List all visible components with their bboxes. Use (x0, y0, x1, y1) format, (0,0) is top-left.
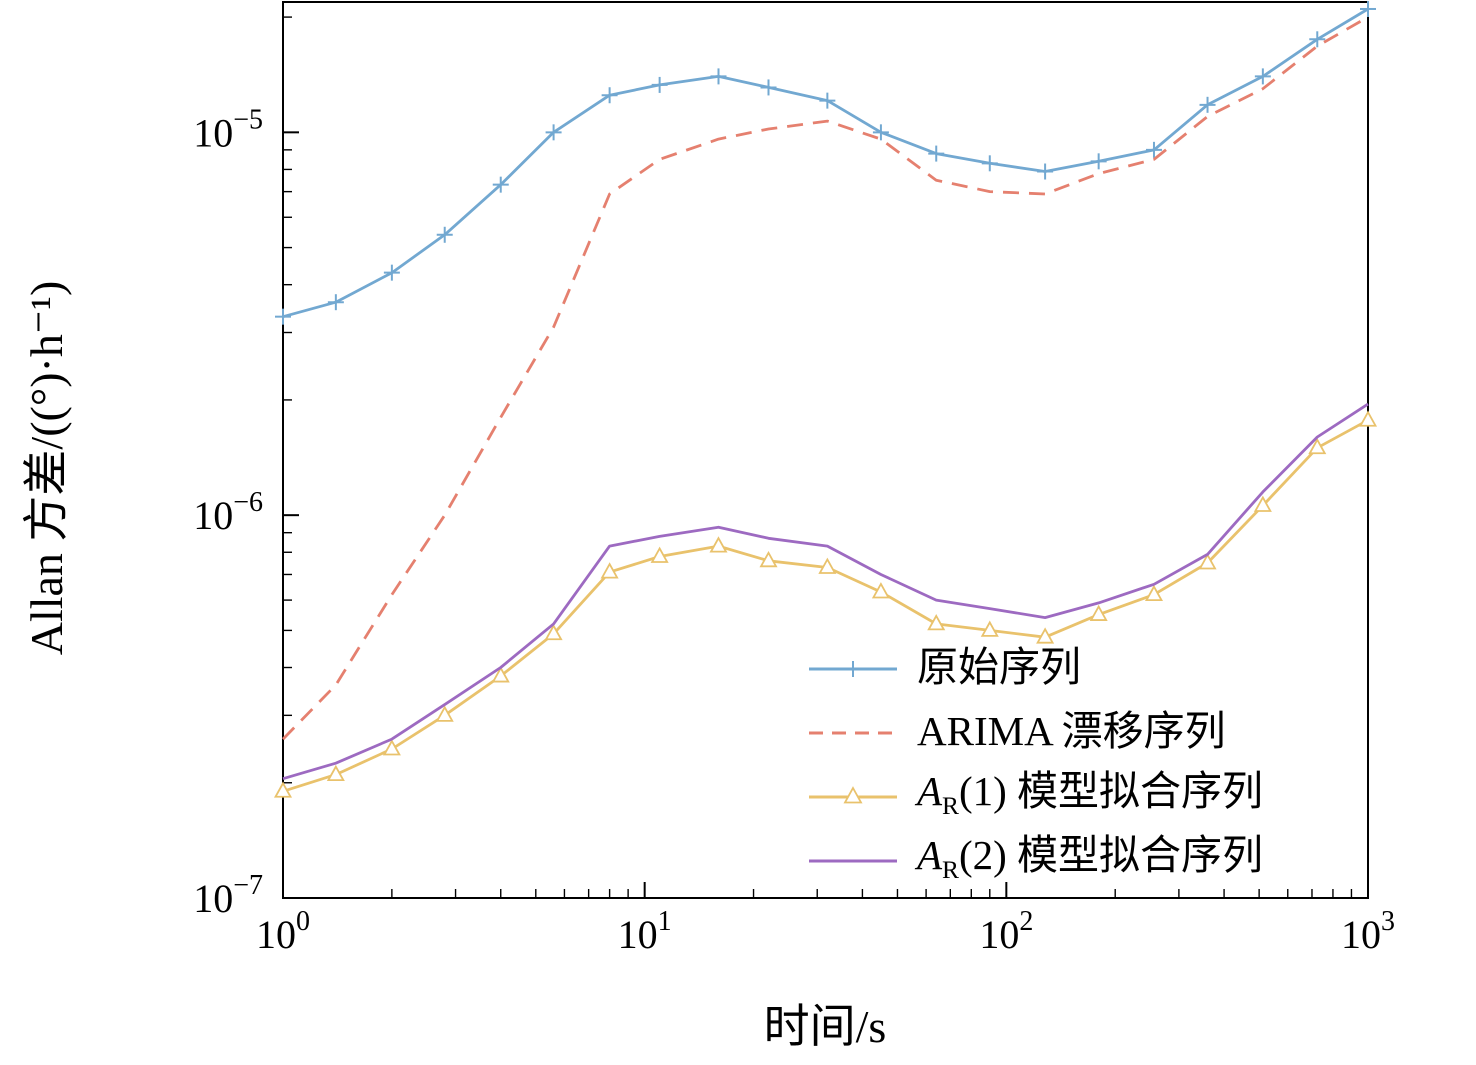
legend-swatch (809, 786, 897, 804)
legend-item-3: AR(2) 模型拟合序列 (805, 830, 1263, 888)
series-2-marker (1358, 410, 1378, 427)
series-2-marker (1253, 495, 1272, 512)
series-2-marker (759, 550, 778, 568)
series-2-marker (927, 614, 946, 631)
legend-item-2: AR(1) 模型拟合序列 (805, 766, 1263, 824)
series-0-line (282, 7, 1369, 319)
series-2-marker (650, 546, 669, 563)
series-2-marker (1144, 584, 1164, 602)
x-axis-label: 时间/s (764, 1001, 887, 1052)
series-2-marker (491, 666, 510, 683)
series-2-marker (600, 562, 619, 579)
series-2-marker (382, 739, 401, 756)
series-2-marker (1198, 553, 1217, 570)
legend-swatch (809, 859, 897, 863)
series-2-marker (980, 620, 999, 637)
y-tick-label: 10−5 (193, 104, 263, 155)
legend-swatch (809, 731, 897, 735)
x-tick-label: 102 (979, 906, 1033, 957)
legend-item-1: ARIMA 漂移序列 (805, 702, 1263, 760)
y-axis-label: Allan 方差/((°)·h⁻¹) (21, 281, 72, 656)
series-2-marker (818, 557, 837, 574)
series-2-marker (1089, 604, 1108, 621)
legend-label: AR(1) 模型拟合序列 (917, 767, 1264, 820)
series-2-marker (326, 764, 345, 782)
series-2-marker (1036, 627, 1055, 644)
series-2-marker (435, 705, 454, 722)
series-2-marker (544, 623, 563, 641)
plot-frame (282, 1, 1369, 899)
y-tick-label: 10−7 (193, 870, 263, 921)
series-group (273, 0, 1378, 798)
series-2-marker (1308, 437, 1327, 455)
legend-label: AR(2) 模型拟合序列 (917, 831, 1264, 884)
x-tick-label: 100 (256, 906, 310, 957)
y-tick-label: 10−6 (193, 487, 263, 538)
x-tick-label: 103 (1341, 906, 1395, 957)
legend-label: 原始序列 (917, 643, 1081, 690)
series-2-marker (709, 536, 728, 553)
series-1-line (281, 15, 1369, 741)
axis-ticks: 100 101 102 103 10−7 10−6 10−5 (193, 1, 1395, 957)
legend-label: ARIMA 漂移序列 (917, 707, 1226, 754)
legend-swatch (809, 661, 897, 677)
series-3-line (282, 402, 1369, 781)
legend-item-0: 原始序列 (805, 638, 1263, 696)
x-tick-label: 101 (618, 906, 672, 957)
series-2-marker (871, 582, 890, 599)
legend: 原始序列 ARIMA 漂移序列 AR(1) 模型拟合序列 AR(2) 模型拟合序列 (805, 638, 1263, 888)
series-2-marker (273, 781, 293, 798)
